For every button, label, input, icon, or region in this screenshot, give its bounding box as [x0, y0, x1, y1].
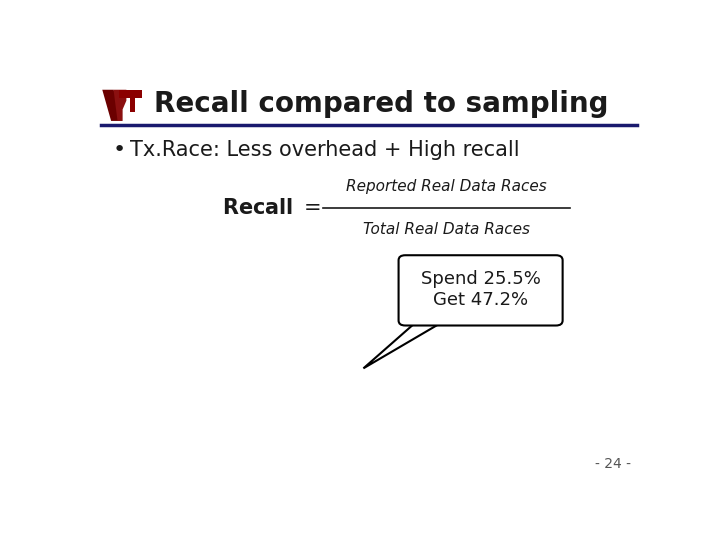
- FancyBboxPatch shape: [399, 255, 562, 326]
- Text: Spend 25.5%: Spend 25.5%: [420, 269, 541, 288]
- Polygon shape: [114, 90, 127, 121]
- Text: - 24 -: - 24 -: [595, 457, 631, 471]
- Polygon shape: [119, 90, 143, 98]
- Text: $\mathbf{Recall}\ =$: $\mathbf{Recall}\ =$: [222, 198, 322, 218]
- Text: Recall compared to sampling: Recall compared to sampling: [154, 90, 608, 118]
- Polygon shape: [364, 319, 447, 368]
- Text: Total Real Data Races: Total Real Data Races: [363, 222, 530, 238]
- Text: Tx.Race: Less overhead + High recall: Tx.Race: Less overhead + High recall: [130, 140, 520, 160]
- Polygon shape: [420, 312, 446, 320]
- Polygon shape: [102, 90, 122, 121]
- Text: Get 47.2%: Get 47.2%: [433, 291, 528, 308]
- Text: •: •: [112, 140, 125, 160]
- Text: Reported Real Data Races: Reported Real Data Races: [346, 179, 547, 194]
- Polygon shape: [130, 98, 135, 112]
